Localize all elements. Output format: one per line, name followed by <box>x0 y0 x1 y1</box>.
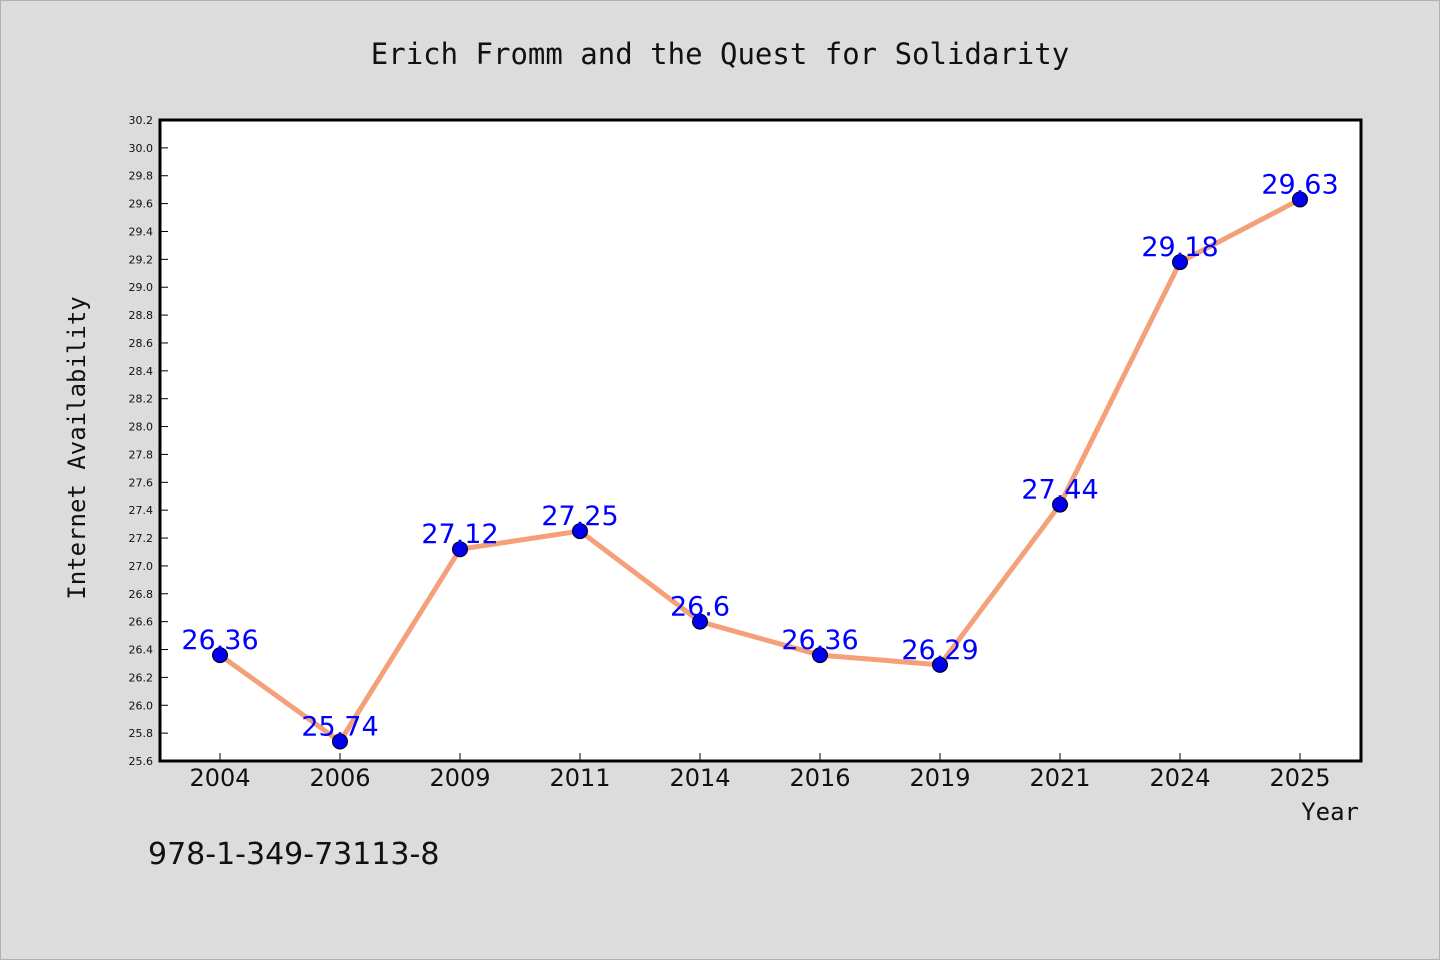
y-tick-label: 26.6 <box>129 616 154 629</box>
y-tick-label: 29.6 <box>129 198 154 211</box>
data-point-marker <box>452 541 468 558</box>
y-tick-label: 26.8 <box>129 588 154 601</box>
chart-title: Erich Fromm and the Quest for Solidarity <box>371 37 1069 71</box>
data-point-label: 25.74 <box>301 711 378 742</box>
data-point-label: 26.6 <box>670 592 730 623</box>
y-axis-label: Internet Availability <box>63 296 91 599</box>
y-tick-label: 29.4 <box>129 225 154 238</box>
data-point-marker <box>1172 254 1188 271</box>
data-point-label: 27.44 <box>1021 475 1098 506</box>
y-tick-label: 29.8 <box>129 170 154 183</box>
y-tick-label: 26.2 <box>129 671 154 684</box>
isbn-text: 978-1-349-73113-8 <box>148 837 439 872</box>
y-tick-label: 26.4 <box>129 644 154 657</box>
x-tick-label: 2006 <box>309 764 370 792</box>
y-tick-label: 29.2 <box>129 253 154 266</box>
y-tick-label: 30.0 <box>129 142 154 155</box>
data-labels: 26.36 25.74 27.12 27.25 26.6 26.36 26.29 27.44 2… <box>181 169 1338 742</box>
data-point-marker <box>572 523 588 540</box>
x-tick-label: 2019 <box>909 764 970 792</box>
data-point-label: 29.63 <box>1261 169 1338 200</box>
x-tick-label: 2016 <box>789 764 850 792</box>
y-tick-label: 27.6 <box>129 476 154 489</box>
y-tick-label: 30.2 <box>129 114 154 127</box>
data-point-label: 27.12 <box>421 519 498 550</box>
x-tick-label: 2024 <box>1149 764 1210 792</box>
y-tick-label: 28.4 <box>129 365 154 378</box>
y-tick-label: 25.6 <box>129 755 154 768</box>
y-tick-label: 28.8 <box>129 309 154 322</box>
data-point-marker <box>1052 496 1068 513</box>
data-markers <box>212 191 1308 750</box>
x-tick-label: 2014 <box>669 764 730 792</box>
y-tick-label: 26.0 <box>129 699 154 712</box>
data-point-label: 27.25 <box>541 501 618 532</box>
plot-area <box>158 118 1363 763</box>
y-tick-label: 27.0 <box>129 560 154 573</box>
y-tick-label: 29.0 <box>129 281 154 294</box>
data-point-marker <box>1292 191 1308 208</box>
data-point-label: 26.29 <box>901 635 978 666</box>
y-tick-label: 28.0 <box>129 421 154 434</box>
data-point-marker <box>692 613 708 630</box>
data-point-label: 29.18 <box>1141 232 1218 263</box>
x-axis-ticks: 2004 2006 2009 2011 2014 2016 2019 2021 2024 2025 <box>189 753 1331 792</box>
data-point-marker <box>812 647 828 664</box>
x-tick-label: 2011 <box>549 764 610 792</box>
data-point-label: 26.36 <box>781 625 858 656</box>
y-axis-ticks: 25.6 25.8 26.0 26.2 26.4 26.6 26.8 27.0 27.2 27.4… <box>129 114 168 768</box>
y-tick-label: 27.2 <box>129 532 154 545</box>
y-tick-label: 27.8 <box>129 448 154 461</box>
x-tick-label: 2004 <box>189 764 250 792</box>
y-tick-label: 28.2 <box>129 393 154 406</box>
y-tick-label: 28.6 <box>129 337 154 350</box>
x-tick-label: 2021 <box>1029 764 1090 792</box>
x-tick-label: 2025 <box>1269 764 1330 792</box>
data-point-marker <box>332 733 348 750</box>
data-point-label: 26.36 <box>181 625 258 656</box>
x-tick-label: 2009 <box>429 764 490 792</box>
data-point-marker <box>932 656 948 673</box>
y-tick-label: 25.8 <box>129 727 154 740</box>
data-point-marker <box>212 647 228 664</box>
x-axis-label: Year <box>1301 798 1359 826</box>
y-tick-label: 27.4 <box>129 504 154 517</box>
series-line <box>218 197 1302 744</box>
